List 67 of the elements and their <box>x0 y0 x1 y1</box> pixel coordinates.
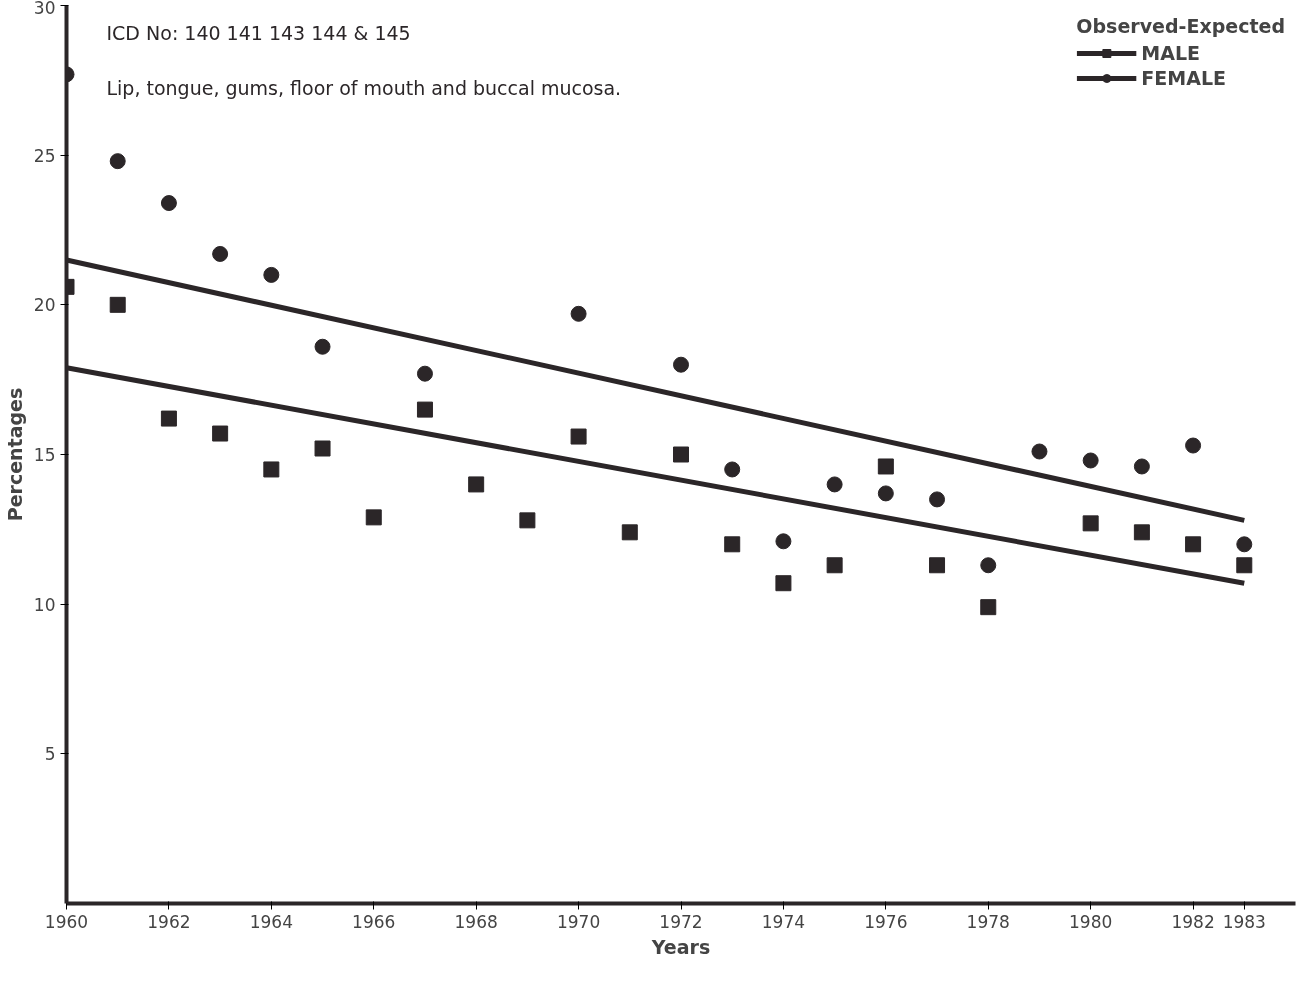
point <box>314 338 331 355</box>
point <box>980 599 997 616</box>
point <box>1133 524 1150 541</box>
x-axis-title: Years <box>650 935 711 958</box>
x-tick-label: 1976 <box>864 911 908 932</box>
point <box>212 245 229 262</box>
point <box>212 425 229 442</box>
point <box>826 476 843 493</box>
point <box>775 575 792 592</box>
point <box>1185 536 1202 553</box>
x-tick-label: 1974 <box>761 911 806 932</box>
point <box>160 195 177 212</box>
x-tick-label: 1960 <box>44 911 89 932</box>
point <box>416 401 433 418</box>
point <box>877 458 894 475</box>
point <box>109 153 126 170</box>
point <box>365 509 382 526</box>
point <box>673 446 689 463</box>
y-axis-title: Percentages <box>3 387 26 522</box>
point <box>314 440 331 457</box>
point <box>160 410 177 427</box>
point <box>621 524 638 541</box>
legend-label: FEMALE <box>1141 67 1227 89</box>
x-tick-label: 1968 <box>454 911 498 932</box>
point <box>1236 557 1253 574</box>
legend-label: MALE <box>1141 42 1201 64</box>
point <box>724 461 741 478</box>
x-tick-label: 1978 <box>966 911 1010 932</box>
y-tick-label: 25 <box>33 145 56 166</box>
point <box>1236 536 1253 553</box>
point <box>416 365 433 382</box>
point <box>724 536 741 553</box>
y-tick-label: 15 <box>33 445 56 465</box>
point <box>673 356 689 373</box>
x-tick-label: 1966 <box>352 911 396 932</box>
point <box>263 266 280 283</box>
annotation: ICD No: 140 141 143 144 & 145 <box>106 21 411 44</box>
point <box>468 476 485 493</box>
y-tick-label: 10 <box>33 594 56 615</box>
point <box>109 296 126 313</box>
point <box>980 557 997 574</box>
point <box>519 512 536 529</box>
legend-title: Observed-Expected <box>1076 15 1285 37</box>
point <box>929 557 946 574</box>
point <box>570 428 587 445</box>
point <box>775 533 792 550</box>
point <box>826 557 843 574</box>
point <box>1082 452 1099 469</box>
point <box>1133 458 1150 475</box>
point <box>1082 515 1099 532</box>
x-tick-label: 1980 <box>1069 911 1113 932</box>
y-tick-label: 30 <box>33 0 56 18</box>
point <box>570 305 587 322</box>
x-tick-label: 1982 <box>1171 911 1215 932</box>
x-tick-label: 1972 <box>659 911 703 932</box>
point <box>877 485 894 502</box>
x-tick-label: 1983 <box>1222 911 1266 932</box>
x-tick-label: 1964 <box>249 911 293 932</box>
x-tick-label: 1962 <box>147 911 191 932</box>
point <box>1185 437 1202 454</box>
point <box>263 461 280 478</box>
annotation: Lip, tongue, gums, floor of mouth and buccal mucosa. <box>106 76 622 99</box>
x-tick-label: 1970 <box>556 911 601 932</box>
y-tick-label: 5 <box>44 744 56 765</box>
y-tick-label: 20 <box>33 295 56 316</box>
point <box>929 491 946 508</box>
point <box>1031 443 1048 460</box>
